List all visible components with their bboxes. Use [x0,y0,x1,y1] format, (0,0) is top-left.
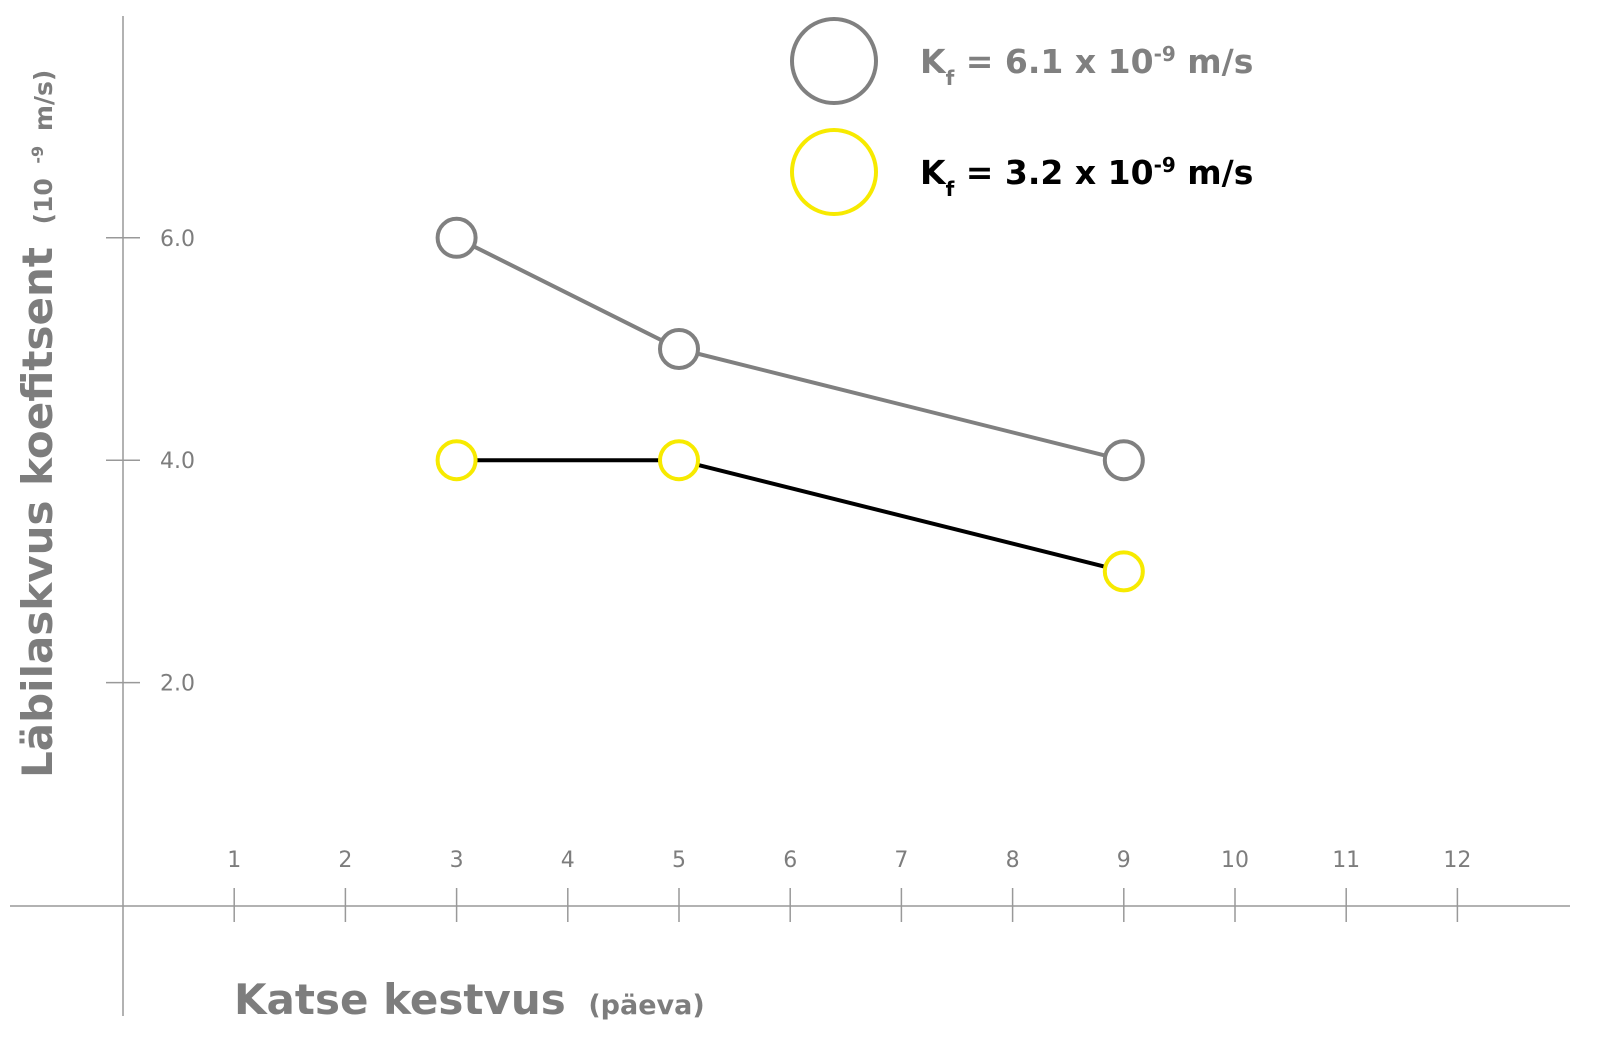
x-tick-label: 10 [1221,848,1249,873]
y-axis-title-main: Läbilaskvus koefitsent [13,247,62,778]
legend-item: Kf = 3.2 x 10-9 m/s [790,128,1253,216]
data-point [1102,439,1145,482]
x-axis-title-unit: (päeva) [588,990,704,1021]
x-tick-label: 5 [672,848,686,873]
x-tick-label: 9 [1117,848,1131,873]
x-tick-label: 3 [450,848,464,873]
legend-label-mid: = 3.2 x 10 [954,153,1153,192]
y-tick-label: 6.0 [160,227,195,252]
series-line [455,236,1125,463]
series-1 [435,216,1145,482]
x-tick-label: 11 [1332,848,1360,873]
legend-item: Kf = 6.1 x 10-9 m/s [790,17,1253,105]
data-point [658,328,700,370]
x-ticks: 1 2 3 4 5 6 7 8 9 10 11 12 [227,848,1471,922]
data-point [1102,550,1145,593]
legend-label-prefix: K [920,153,947,192]
x-axis-title: Katse kestvus (päeva) [234,975,705,1024]
data-point [435,216,478,259]
y-axis-title-unit-suffix: m/s) [29,70,58,132]
legend-marker [790,128,878,216]
x-tick-label: 7 [894,848,908,873]
data-point [435,439,478,482]
x-tick-label: 4 [561,848,575,873]
legend-label-sub: f [946,66,955,90]
legend-label-suffix: m/s [1176,153,1254,192]
legend-label-exp: -9 [1154,153,1176,177]
y-axis-title-unit-prefix: (10 [29,178,58,224]
x-tick-label: 2 [338,848,352,873]
legend-marker [790,17,878,105]
legend-label: Kf = 6.1 x 10-9 m/s [920,42,1253,90]
series-2 [435,439,1145,593]
y-axis-title-unit-exp: -9 [28,146,47,164]
legend: Kf = 6.1 x 10-9 m/sKf = 3.2 x 10-9 m/s [790,17,1253,216]
legend-label-suffix: m/s [1176,42,1254,81]
legend-label-prefix: K [920,42,947,81]
y-tick-label: 2.0 [160,672,195,697]
y-tick-label: 4.0 [160,449,195,474]
series-layer [435,216,1145,593]
x-tick-label: 8 [1006,848,1020,873]
y-ticks: 2.0 4.0 6.0 [106,227,195,697]
x-tick-label: 6 [783,848,797,873]
legend-label-exp: -9 [1154,42,1176,66]
x-tick-label: 12 [1443,848,1471,873]
series-line [456,458,1125,574]
y-axis-title: Läbilaskvus koefitsent (10 -9 m/s) [13,70,62,778]
legend-label-sub: f [946,177,955,201]
x-tick-label: 1 [227,848,241,873]
legend-label-mid: = 6.1 x 10 [954,42,1153,81]
legend-label: Kf = 3.2 x 10-9 m/s [920,153,1253,201]
data-point [658,439,700,482]
x-axis-title-main: Katse kestvus [234,975,566,1024]
